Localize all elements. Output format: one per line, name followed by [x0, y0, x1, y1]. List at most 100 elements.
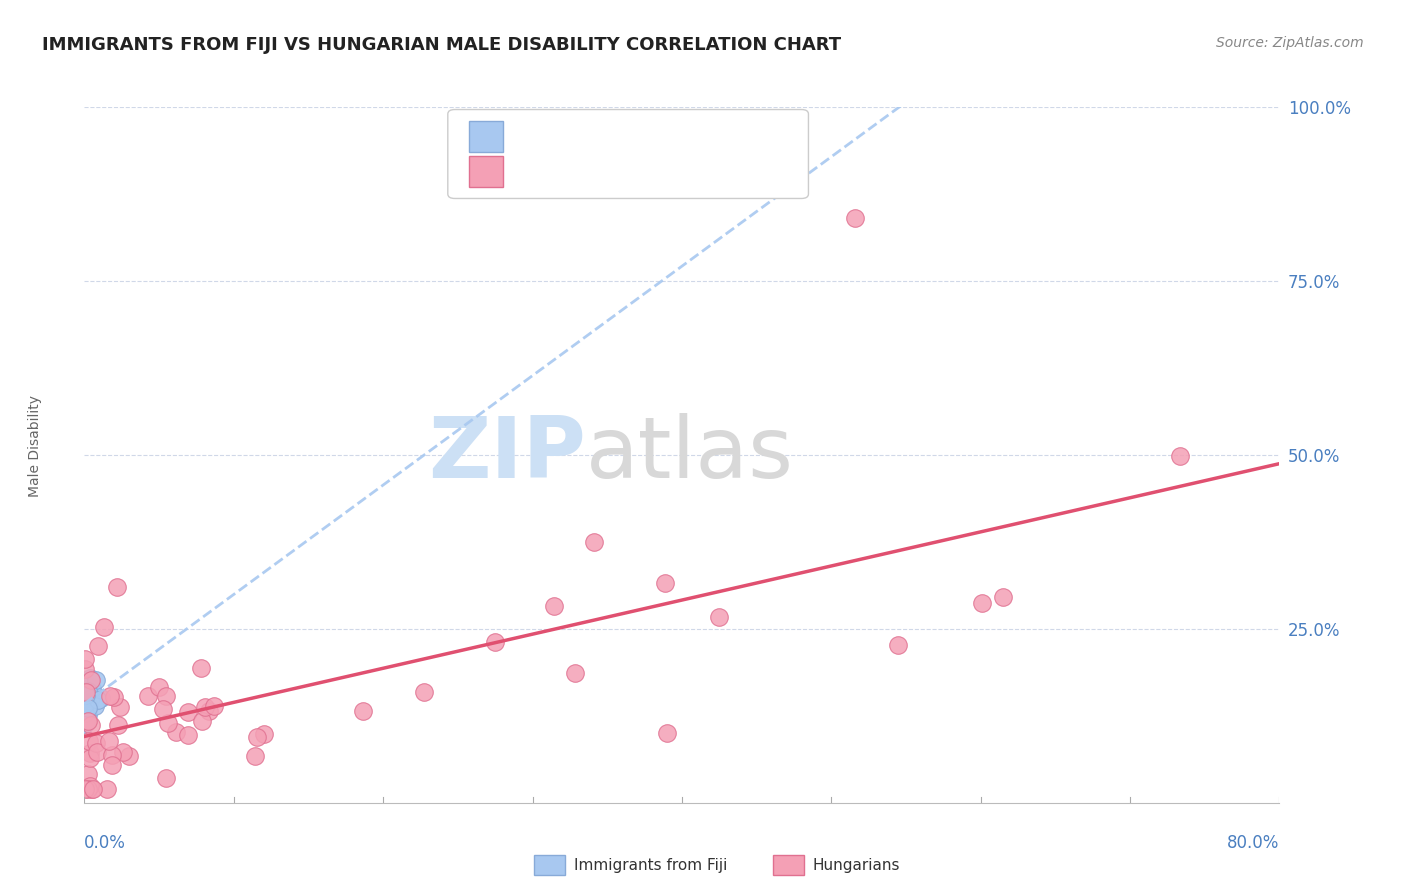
Point: [75, 651, 97, 665]
Point: [75, 688, 97, 702]
Point: [76, 708, 98, 723]
Point: [76, 710, 98, 724]
Point: [75, 676, 97, 690]
Point: [157, 716, 180, 731]
Point: [103, 690, 125, 704]
Point: [118, 748, 141, 763]
Point: [101, 747, 124, 762]
Point: [82, 781, 104, 796]
Text: 0.350: 0.350: [548, 162, 600, 180]
Point: [887, 638, 910, 652]
Point: [75, 717, 97, 731]
Point: [197, 704, 219, 718]
Point: [152, 702, 174, 716]
Point: [86, 673, 108, 687]
Point: [564, 666, 586, 681]
Point: [75, 706, 97, 720]
Point: [583, 535, 606, 549]
Point: [76, 678, 98, 692]
Point: [138, 689, 160, 703]
Text: N =: N =: [600, 128, 637, 145]
Text: IMMIGRANTS FROM FIJI VS HUNGARIAN MALE DISABILITY CORRELATION CHART: IMMIGRANTS FROM FIJI VS HUNGARIAN MALE D…: [42, 36, 841, 54]
Point: [80, 673, 103, 687]
Point: [80, 690, 103, 705]
Point: [97, 734, 120, 748]
Point: [82, 781, 104, 796]
Point: [243, 749, 266, 764]
Text: 0.0%: 0.0%: [84, 834, 127, 852]
Point: [75, 688, 97, 702]
Point: [246, 730, 269, 744]
Point: [202, 699, 225, 714]
Point: [76, 698, 98, 712]
Point: [77, 734, 100, 748]
Point: [76, 685, 98, 699]
Point: [543, 599, 565, 614]
Point: [93, 620, 115, 634]
Point: [155, 689, 177, 703]
Text: Immigrants from Fiji: Immigrants from Fiji: [574, 858, 727, 872]
Point: [155, 772, 177, 786]
Text: 61: 61: [643, 162, 665, 180]
Point: [79, 746, 101, 760]
Text: 24: 24: [643, 128, 665, 145]
Point: [1168, 449, 1191, 463]
Point: [87, 639, 110, 653]
Point: [79, 700, 101, 714]
Point: [107, 718, 129, 732]
Point: [707, 609, 730, 624]
Point: [84, 736, 107, 750]
Point: [80, 718, 103, 732]
Point: [75, 697, 97, 711]
Text: Source: ZipAtlas.com: Source: ZipAtlas.com: [1216, 36, 1364, 50]
Point: [190, 714, 212, 728]
Text: 80.0%: 80.0%: [1227, 834, 1279, 852]
Point: [194, 699, 217, 714]
Point: [972, 596, 994, 610]
Text: atlas: atlas: [586, 413, 794, 497]
Point: [252, 727, 274, 741]
Point: [90, 690, 112, 705]
Point: [190, 661, 212, 675]
Point: [79, 751, 101, 765]
Point: [79, 779, 101, 793]
Point: [76, 698, 98, 712]
Point: [110, 700, 132, 714]
Point: [105, 580, 128, 594]
Point: [77, 701, 100, 715]
Point: [77, 766, 100, 780]
Point: [75, 662, 97, 676]
Point: [77, 684, 100, 698]
Text: N =: N =: [600, 162, 637, 180]
Point: [76, 698, 98, 712]
Point: [75, 714, 97, 729]
Point: [76, 781, 98, 796]
Point: [111, 746, 134, 760]
Text: R =: R =: [517, 128, 553, 145]
Point: [176, 728, 198, 742]
Point: [177, 705, 200, 719]
Point: [75, 682, 97, 697]
Point: [655, 725, 678, 739]
Text: Male Disability: Male Disability: [28, 395, 42, 497]
Text: R =: R =: [517, 162, 553, 180]
Point: [80, 681, 103, 695]
Point: [352, 704, 374, 718]
Point: [412, 685, 434, 699]
Text: 0.060: 0.060: [548, 128, 600, 145]
Point: [654, 575, 676, 590]
Point: [77, 714, 100, 729]
Point: [84, 698, 107, 713]
Text: ZIP: ZIP: [429, 413, 586, 497]
Point: [86, 745, 108, 759]
Point: [484, 635, 506, 649]
Point: [165, 725, 187, 739]
Point: [96, 781, 118, 796]
Point: [79, 672, 101, 686]
Point: [844, 211, 866, 226]
Point: [991, 590, 1014, 604]
Point: [75, 781, 97, 796]
Point: [98, 689, 121, 703]
Text: Hungarians: Hungarians: [813, 858, 900, 872]
Point: [87, 693, 110, 707]
